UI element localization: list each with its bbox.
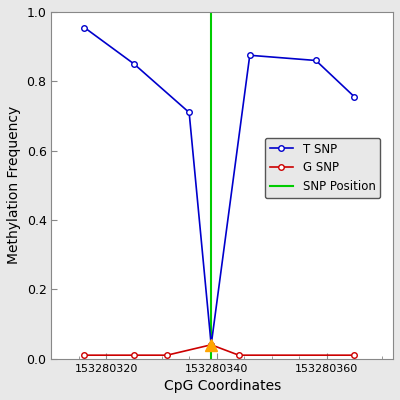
- Y-axis label: Methylation Frequency: Methylation Frequency: [7, 106, 21, 264]
- X-axis label: CpG Coordinates: CpG Coordinates: [164, 379, 281, 393]
- Legend: T SNP, G SNP, SNP Position: T SNP, G SNP, SNP Position: [265, 138, 380, 198]
